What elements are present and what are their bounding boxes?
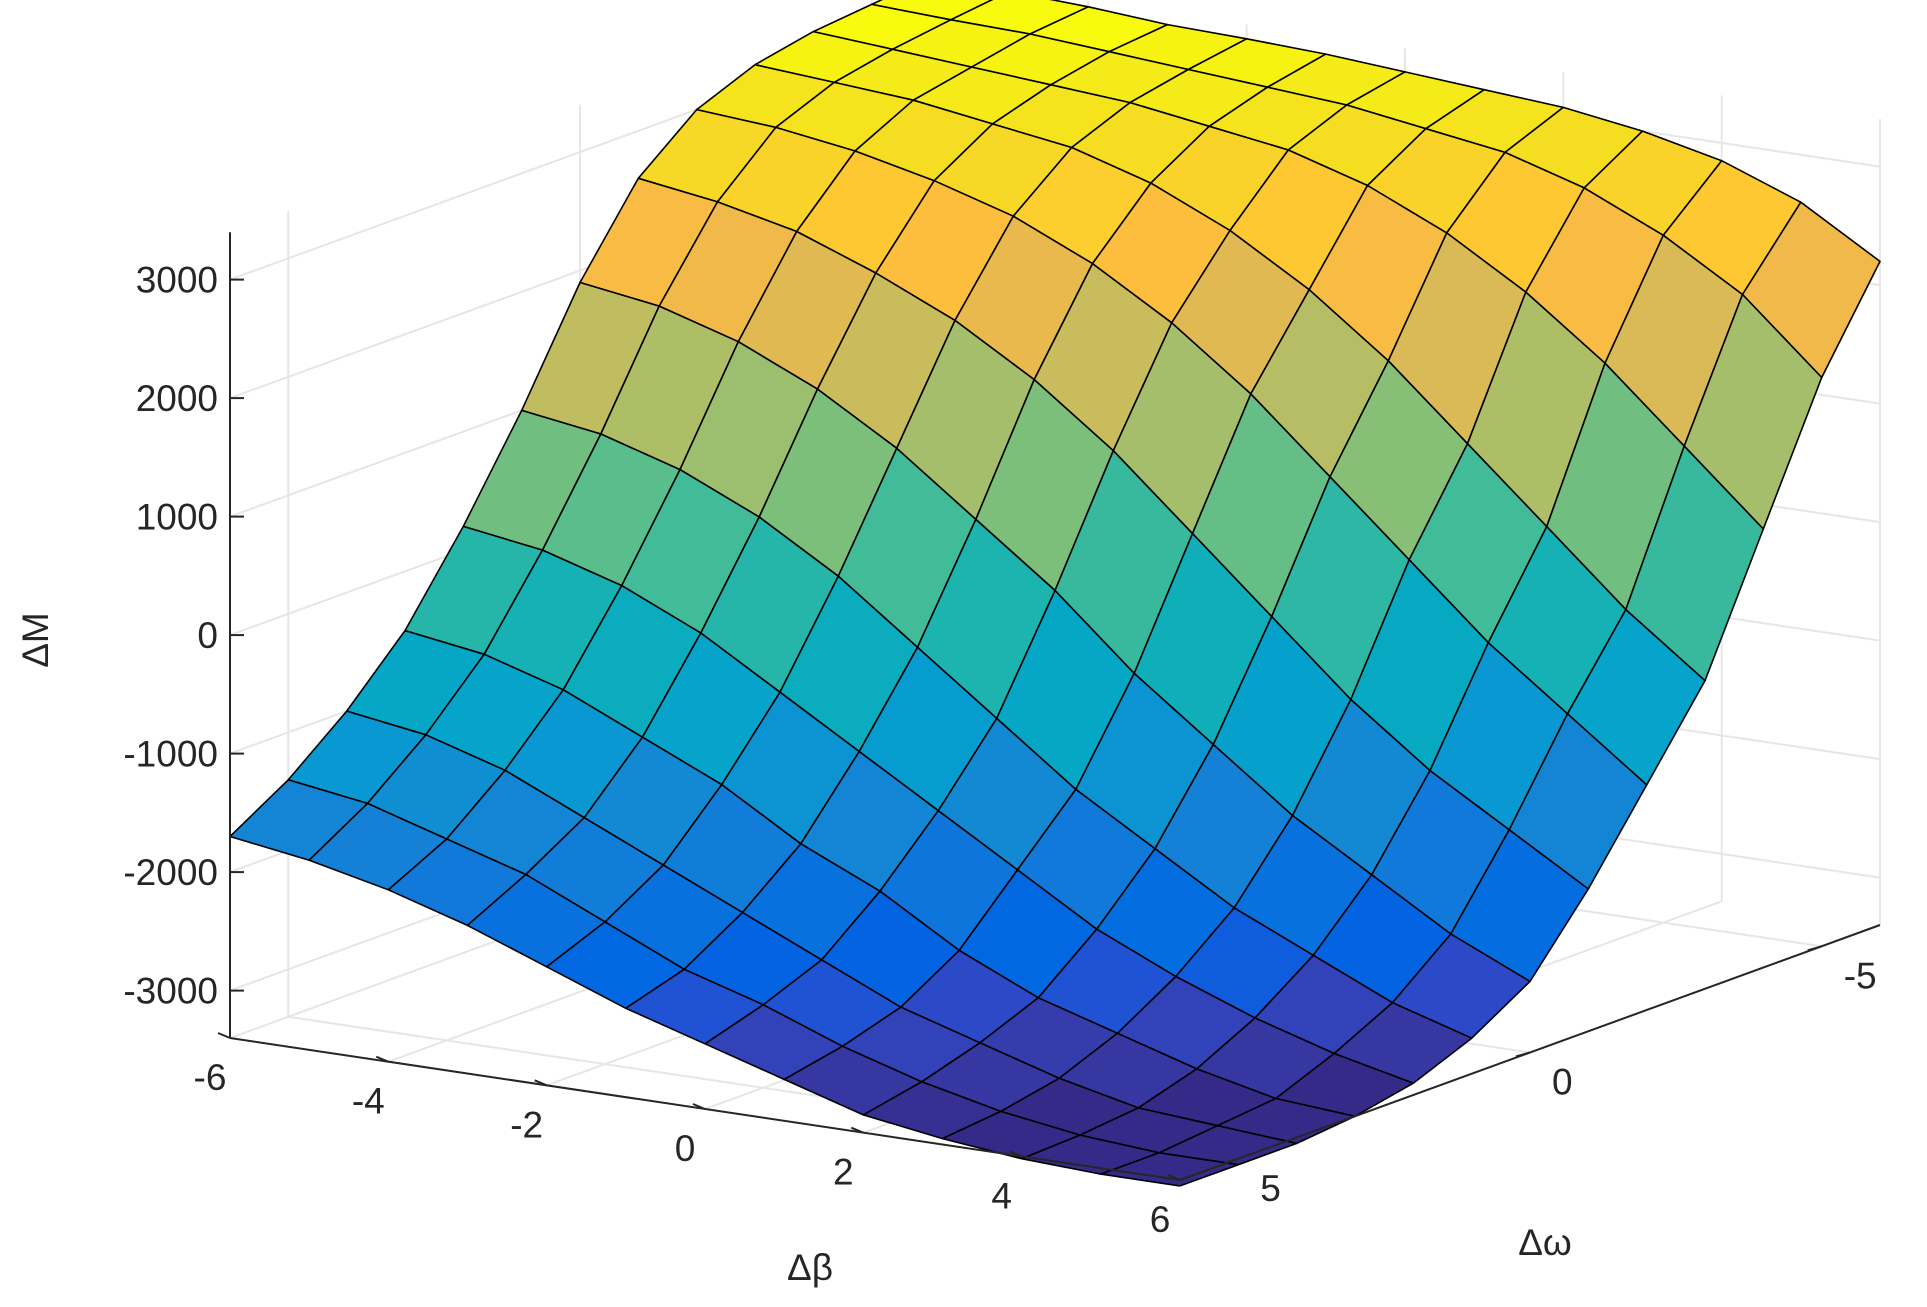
y-tick-label: 0 (1552, 1062, 1573, 1103)
z-tick-label: -3000 (123, 971, 218, 1012)
y-tick-label: -5 (1844, 955, 1877, 996)
x-tick-label: 2 (833, 1152, 854, 1193)
y-tick-label: 5 (1260, 1168, 1281, 1209)
x-tick-label: -2 (510, 1104, 543, 1145)
labels-layer: Δβ Δω ΔM (15, 612, 1572, 1288)
z-tick-label: -1000 (123, 734, 218, 775)
x-tick-label: 6 (1150, 1199, 1171, 1240)
z-tick-label: 2000 (136, 378, 218, 419)
z-axis-label: ΔM (15, 612, 56, 668)
x-tick-mark (1009, 1150, 1023, 1158)
x-tick-label: 0 (675, 1128, 696, 1169)
y-axis-label: Δω (1518, 1222, 1572, 1263)
surface-face (1100, 1152, 1240, 1187)
x-tick-label: -4 (352, 1081, 385, 1122)
z-tick-label: 3000 (136, 260, 218, 301)
x-tick-mark (217, 1032, 231, 1039)
x-tick-mark (375, 1055, 389, 1063)
surface-layer (229, 0, 1881, 1187)
z-tick-label: 1000 (136, 497, 218, 538)
x-tick-mark (534, 1079, 548, 1087)
y-tick-mark (1807, 945, 1822, 952)
x-tick-mark (1167, 1174, 1181, 1181)
axes-layer: -3000 -2000 -1000 0 1000 2000 3000 -6 -4 -2 0 2 4 6 -5… (123, 232, 1881, 1240)
x-axis-label: Δβ (787, 1247, 833, 1288)
y-tick-mark (1515, 1051, 1531, 1058)
x-tick-mark (850, 1126, 864, 1134)
z-tick-label: -2000 (123, 852, 218, 893)
x-tick-mark (692, 1103, 706, 1110)
x-tick-label: -6 (194, 1057, 227, 1098)
z-tick-label: 0 (197, 615, 218, 656)
y-tick-mark (1224, 1157, 1239, 1164)
x-tick-label: 4 (991, 1175, 1012, 1216)
